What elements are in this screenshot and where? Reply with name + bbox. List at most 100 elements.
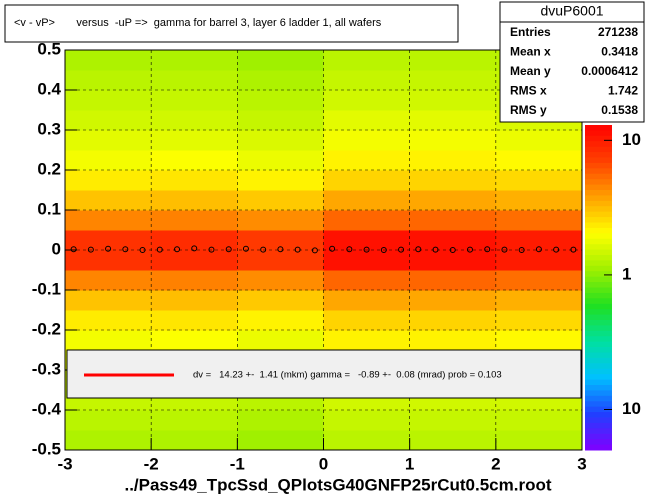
heat-cell (65, 110, 152, 131)
heat-cell (495, 130, 583, 151)
color-scale (585, 385, 612, 391)
heat-cell (65, 290, 152, 311)
heat-cell (151, 310, 238, 331)
stats-title: dvuP6001 (540, 3, 603, 19)
heat-cell (237, 310, 324, 331)
color-scale (585, 260, 612, 267)
heat-cell (409, 210, 497, 231)
heat-cell (65, 170, 152, 191)
color-scale (585, 227, 612, 234)
stats-value: 0.0006412 (581, 64, 638, 78)
heat-cell (495, 310, 583, 331)
x-tick-label: 0 (319, 454, 328, 473)
stats-label: RMS y (510, 103, 547, 117)
heat-cell (323, 50, 411, 71)
heat-cell (151, 330, 238, 351)
heat-cell (323, 130, 411, 151)
profile-point (449, 247, 456, 253)
heat-cell (495, 290, 583, 311)
profile-point (105, 245, 112, 252)
y-tick-label: -0.3 (32, 359, 61, 378)
profile-point (518, 247, 525, 253)
profile-point (501, 246, 508, 253)
heat-cell (151, 430, 238, 451)
heat-cell (151, 50, 238, 71)
heat-cell (323, 90, 411, 111)
stats-label: Mean y (510, 64, 551, 78)
color-scale (585, 309, 612, 316)
heat-cell (65, 270, 152, 291)
heat-cell (65, 150, 152, 171)
profile-point (70, 246, 77, 253)
profile-point (466, 246, 473, 253)
heat-cell (323, 190, 411, 211)
color-scale (585, 374, 612, 381)
color-scale (585, 146, 612, 153)
color-scale (585, 233, 612, 240)
heat-cell (409, 190, 497, 211)
heat-cell (237, 250, 324, 271)
color-scale (585, 130, 612, 137)
color-scale (585, 292, 612, 299)
profile-point (139, 247, 146, 253)
heat-cell (409, 270, 497, 291)
heat-cell (409, 230, 497, 251)
profile-point (294, 246, 301, 253)
heat-cell (65, 410, 152, 431)
profile-point (415, 246, 422, 253)
heat-cell (65, 330, 152, 351)
x-axis-label: ../Pass49_TpcSsd_QPlotsG40GNFP25rCut0.5c… (124, 475, 551, 494)
heat-cell (323, 310, 411, 331)
heat-cell (151, 190, 238, 211)
color-scale (585, 162, 612, 169)
profile-point (208, 246, 215, 253)
heat-cell (495, 230, 583, 251)
stats-value: 0.1538 (601, 103, 638, 117)
heat-cell (237, 430, 324, 451)
color-scale (585, 282, 612, 288)
profile-point (260, 246, 267, 253)
heat-cell (65, 90, 152, 111)
color-scale (585, 303, 612, 310)
color-scale (585, 363, 612, 370)
z-tick-label: 10 (622, 130, 641, 149)
heat-cell (151, 150, 238, 171)
color-scale (585, 379, 612, 386)
heat-cell (151, 230, 238, 251)
color-scale (585, 406, 612, 413)
x-tick-label: 3 (577, 454, 586, 473)
heat-cell (323, 110, 411, 131)
heat-cell (323, 170, 411, 191)
color-scale (585, 244, 612, 251)
profile-point (174, 246, 181, 253)
heat-cell (151, 70, 238, 91)
heat-cell (323, 70, 411, 91)
profile-point (242, 245, 249, 252)
heat-cell (409, 250, 497, 271)
x-tick-label: -2 (144, 454, 159, 473)
heat-cell (65, 210, 152, 231)
heat-cell (323, 230, 411, 251)
profile-point (156, 246, 163, 253)
y-tick-label: -0.4 (32, 399, 62, 418)
profile-point (225, 246, 232, 253)
profile-point (329, 245, 336, 252)
heat-cell (237, 90, 324, 111)
heat-cell (65, 230, 152, 251)
heat-cell (323, 290, 411, 311)
heat-cell (495, 410, 583, 431)
heat-cell (495, 150, 583, 171)
heat-cell (65, 190, 152, 211)
color-scale (585, 347, 612, 353)
color-scale (585, 390, 612, 397)
color-scale (585, 179, 612, 186)
heat-cell (495, 330, 583, 351)
heat-cell (151, 210, 238, 231)
x-tick-label: -1 (230, 454, 245, 473)
y-tick-label: 0.2 (37, 159, 61, 178)
profile-point (553, 246, 560, 253)
y-tick-label: 0.5 (37, 39, 61, 58)
heat-cell (495, 270, 583, 291)
profile-point (311, 247, 318, 254)
